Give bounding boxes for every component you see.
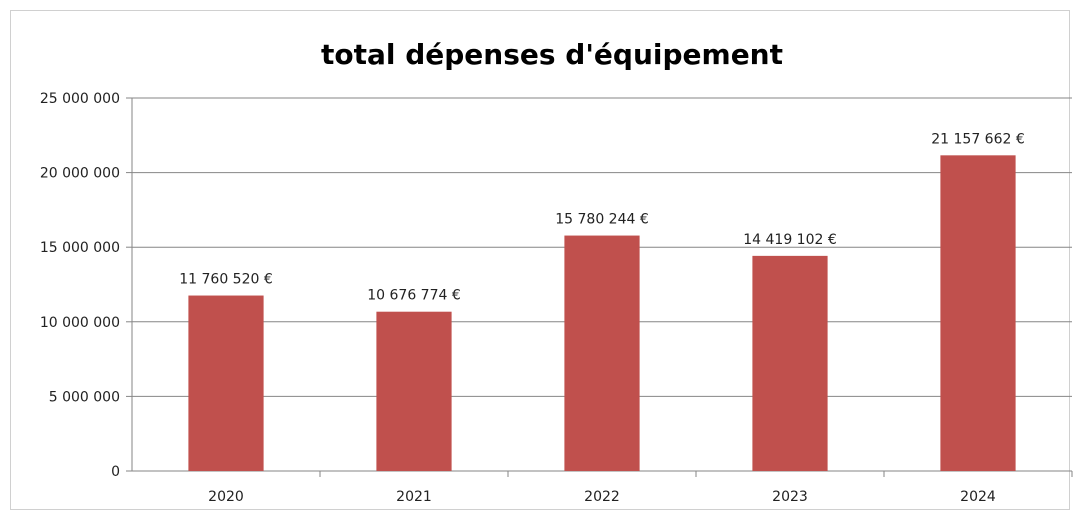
x-tick-label: 2023 — [772, 489, 808, 505]
x-tick-label: 2022 — [584, 489, 620, 505]
data-label: 11 760 520 € — [179, 272, 273, 288]
data-label: 21 157 662 € — [931, 131, 1025, 147]
chart-title: total dépenses d'équipement — [321, 38, 783, 71]
data-label: 14 419 102 € — [743, 232, 837, 248]
chart-frame — [10, 10, 1070, 510]
y-tick-label: 25 000 000 — [40, 91, 120, 107]
y-tick-labels: 0 5 000 000 10 000 000 15 000 000 20 000 000… — [40, 91, 120, 480]
bar — [940, 155, 1016, 471]
x-tick-label: 2024 — [960, 489, 996, 505]
bar — [564, 235, 640, 471]
x-tick-label: 2021 — [396, 489, 432, 505]
data-label: 15 780 244 € — [555, 212, 649, 228]
data-labels: 11 760 520 € 10 676 774 € 15 780 244 € 14 4… — [179, 131, 1025, 303]
x-tick-label: 2020 — [208, 489, 244, 505]
y-tick-label: 15 000 000 — [40, 240, 120, 256]
y-tick-label: 10 000 000 — [40, 315, 120, 331]
x-tick-labels: 2020 2021 2022 2023 2024 — [208, 489, 996, 505]
bar — [752, 255, 828, 471]
y-tick-label: 20 000 000 — [40, 166, 120, 182]
y-tick-label: 0 — [111, 464, 120, 480]
bar — [188, 295, 264, 471]
y-tick-label: 5 000 000 — [49, 389, 120, 405]
data-label: 10 676 774 € — [367, 288, 461, 304]
bars — [188, 155, 1016, 471]
bar — [376, 311, 452, 471]
